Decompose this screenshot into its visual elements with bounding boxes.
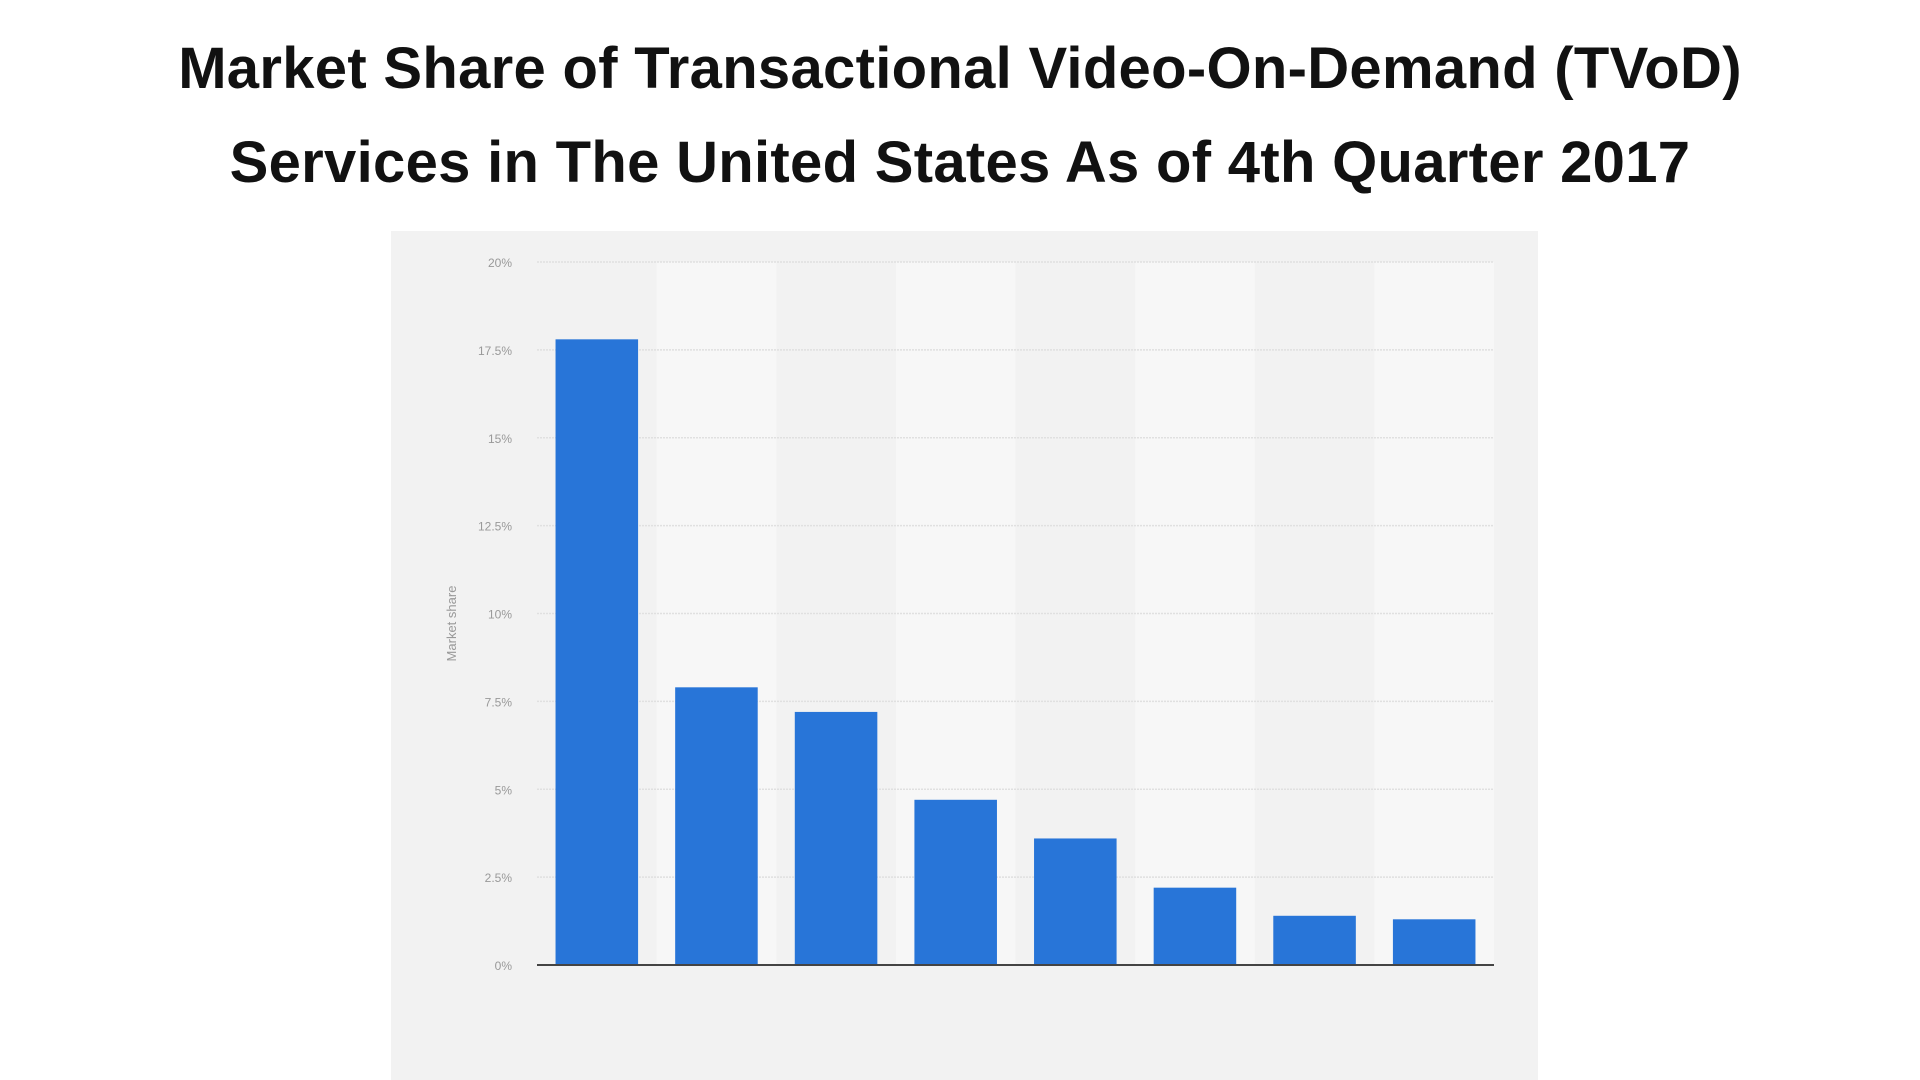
bar (1392, 919, 1476, 965)
y-tick-label: 12.5% (478, 520, 512, 534)
chart-title-line-1: Market Share of Transactional Video-On-D… (178, 36, 1742, 101)
y-tick-label: 0% (495, 959, 513, 973)
y-tick-label: 17.5% (478, 344, 512, 358)
y-tick-label: 15% (488, 432, 512, 446)
bar (1153, 887, 1237, 965)
bar (555, 339, 639, 966)
y-tick-label: 10% (488, 608, 512, 622)
y-tick-label: 2.5% (485, 871, 513, 885)
bar (794, 711, 878, 965)
bar (675, 687, 758, 965)
y-tick-label: 7.5% (485, 695, 513, 709)
bar (1034, 838, 1117, 965)
y-axis-label: Market share (444, 586, 459, 662)
y-tick-label: 20% (488, 256, 512, 270)
bar (1273, 915, 1356, 965)
chart-title-line-2: Services in The United States As of 4th … (229, 130, 1691, 195)
chart-title: Market Share of Transactional Video-On-D… (0, 22, 1920, 210)
y-tick-label: 5% (495, 783, 513, 797)
bar (914, 799, 997, 965)
